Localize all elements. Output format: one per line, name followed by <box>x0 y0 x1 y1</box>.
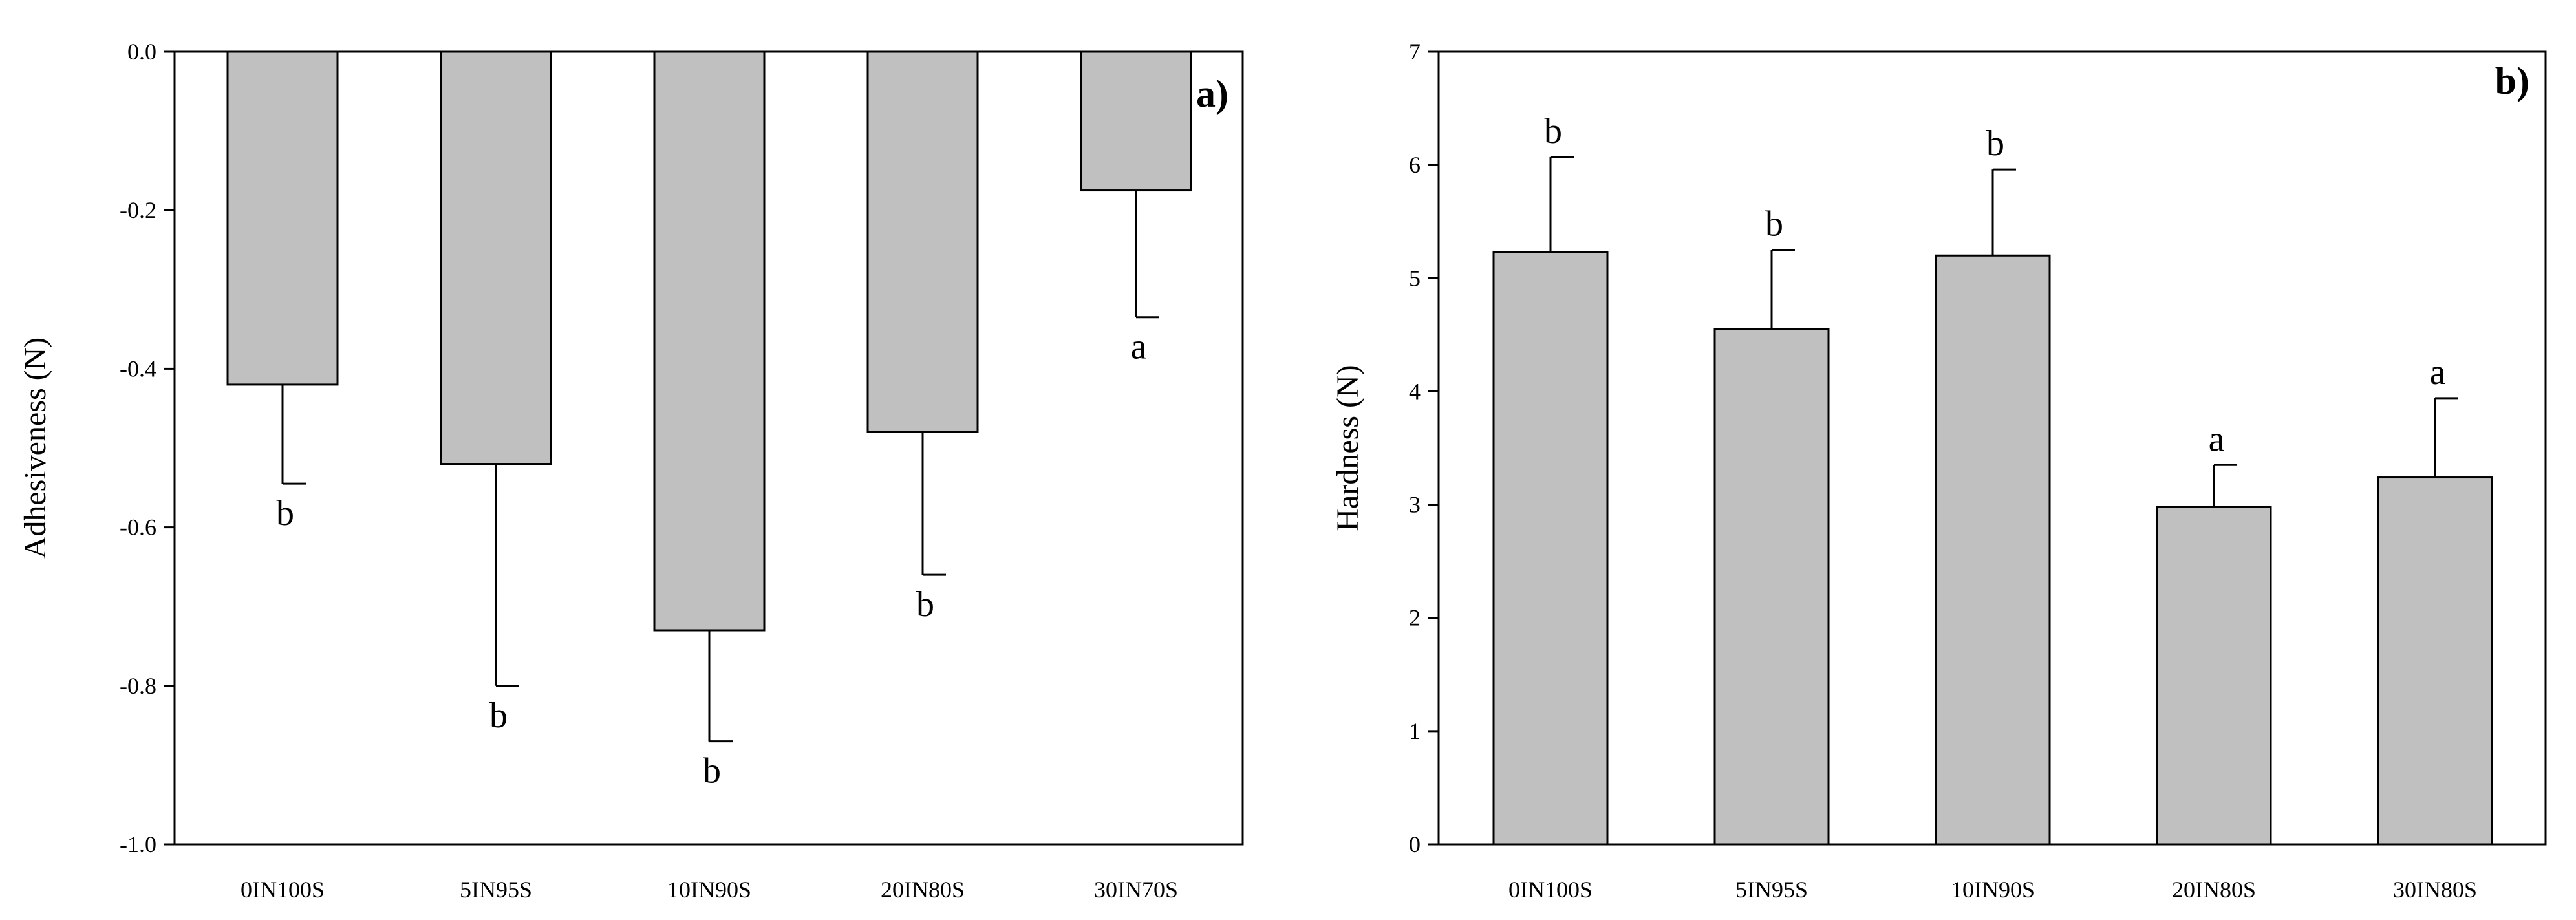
panel-label: b) <box>2495 59 2529 102</box>
chart-panel-b: 0 1 2 3 4 5 6 7 Hardness (N) b) b 0IN100S b 5IN95S b 10… <box>1331 39 2547 903</box>
bar-5IN95S <box>1713 328 1830 846</box>
y-tick-label: 2 <box>1409 605 1421 631</box>
chart-panel-a: 0.0 -0.2 -0.4 -0.6 -0.8 -1.0 Adhesiveness (N) a… <box>18 39 1244 903</box>
bar-20IN80S <box>866 50 979 433</box>
y-tick-label: 0 <box>1409 831 1421 857</box>
x-tick-label: 0IN100S <box>1508 877 1593 903</box>
y-tick-label: 5 <box>1409 265 1421 291</box>
x-tick-label: 30IN80S <box>2393 877 2477 903</box>
significance-letter: b <box>1544 111 1562 151</box>
y-tick-label: -0.6 <box>120 515 156 540</box>
bar-0IN100S <box>1492 251 1609 846</box>
y-tick-label: 1 <box>1409 718 1421 744</box>
x-tick-label: 10IN90S <box>667 877 751 903</box>
bar-5IN95S <box>440 50 552 465</box>
bar-10IN90S <box>653 50 766 632</box>
y-tick-label: -0.8 <box>120 673 156 699</box>
x-tick-label: 20IN80S <box>2172 877 2256 903</box>
x-tick-label: 0IN100S <box>241 877 325 903</box>
bar-0IN100S <box>226 50 339 386</box>
y-tick-label: -1.0 <box>120 831 156 857</box>
y-tick-label: -0.4 <box>120 356 156 381</box>
bar-20IN80S <box>2156 506 2272 846</box>
significance-letter: b <box>916 584 934 625</box>
significance-letter: b <box>1765 204 1783 244</box>
significance-letter: a <box>2209 419 2225 459</box>
y-tick-label: 3 <box>1409 492 1421 518</box>
bar-10IN90S <box>1935 254 2051 846</box>
y-axis-title: Hardness (N) <box>1331 365 1365 531</box>
significance-letter: a <box>1131 327 1147 367</box>
bar-30IN70S <box>1080 50 1192 192</box>
y-tick-label: 0.0 <box>127 39 156 65</box>
significance-letter: b <box>1986 123 2004 164</box>
y-axis-title: Adhesiveness (N) <box>18 337 52 559</box>
significance-letter: b <box>489 696 508 736</box>
significance-letter: b <box>703 751 721 791</box>
x-tick-label: 5IN95S <box>460 877 532 903</box>
y-tick-label: 4 <box>1409 378 1421 404</box>
x-tick-label: 5IN95S <box>1735 877 1808 903</box>
bar-30IN80S <box>2377 476 2493 846</box>
panel-label: a) <box>1196 72 1229 115</box>
significance-letter: b <box>276 493 294 533</box>
y-tick-label: 6 <box>1409 152 1421 178</box>
x-tick-label: 30IN70S <box>1094 877 1178 903</box>
x-tick-label: 10IN90S <box>1951 877 2035 903</box>
x-tick-label: 20IN80S <box>881 877 965 903</box>
y-tick-label: 7 <box>1409 39 1421 65</box>
y-tick-label: -0.2 <box>120 197 156 223</box>
significance-letter: a <box>2430 352 2446 392</box>
